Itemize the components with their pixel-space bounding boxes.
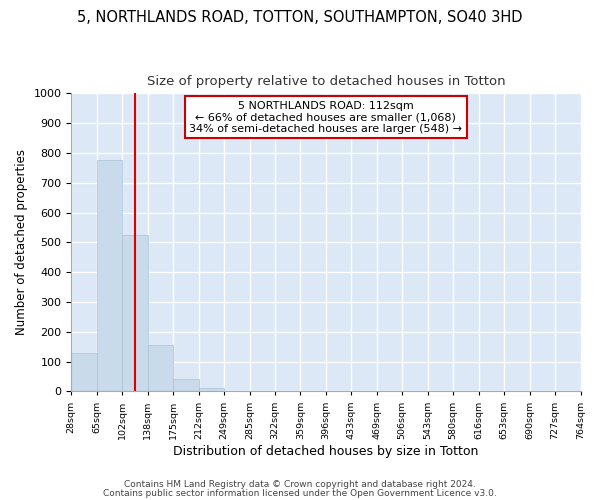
X-axis label: Distribution of detached houses by size in Totton: Distribution of detached houses by size … <box>173 444 479 458</box>
Bar <box>71 352 97 392</box>
Bar <box>148 345 173 392</box>
Text: 5 NORTHLANDS ROAD: 112sqm
← 66% of detached houses are smaller (1,068)
34% of se: 5 NORTHLANDS ROAD: 112sqm ← 66% of detac… <box>190 101 463 134</box>
Bar <box>122 235 148 392</box>
Text: Contains public sector information licensed under the Open Government Licence v3: Contains public sector information licen… <box>103 488 497 498</box>
Title: Size of property relative to detached houses in Totton: Size of property relative to detached ho… <box>146 75 505 88</box>
Text: 5, NORTHLANDS ROAD, TOTTON, SOUTHAMPTON, SO40 3HD: 5, NORTHLANDS ROAD, TOTTON, SOUTHAMPTON,… <box>77 10 523 25</box>
Y-axis label: Number of detached properties: Number of detached properties <box>15 150 28 336</box>
Bar <box>173 380 199 392</box>
Bar <box>97 160 122 392</box>
Text: Contains HM Land Registry data © Crown copyright and database right 2024.: Contains HM Land Registry data © Crown c… <box>124 480 476 489</box>
Bar <box>199 388 224 392</box>
